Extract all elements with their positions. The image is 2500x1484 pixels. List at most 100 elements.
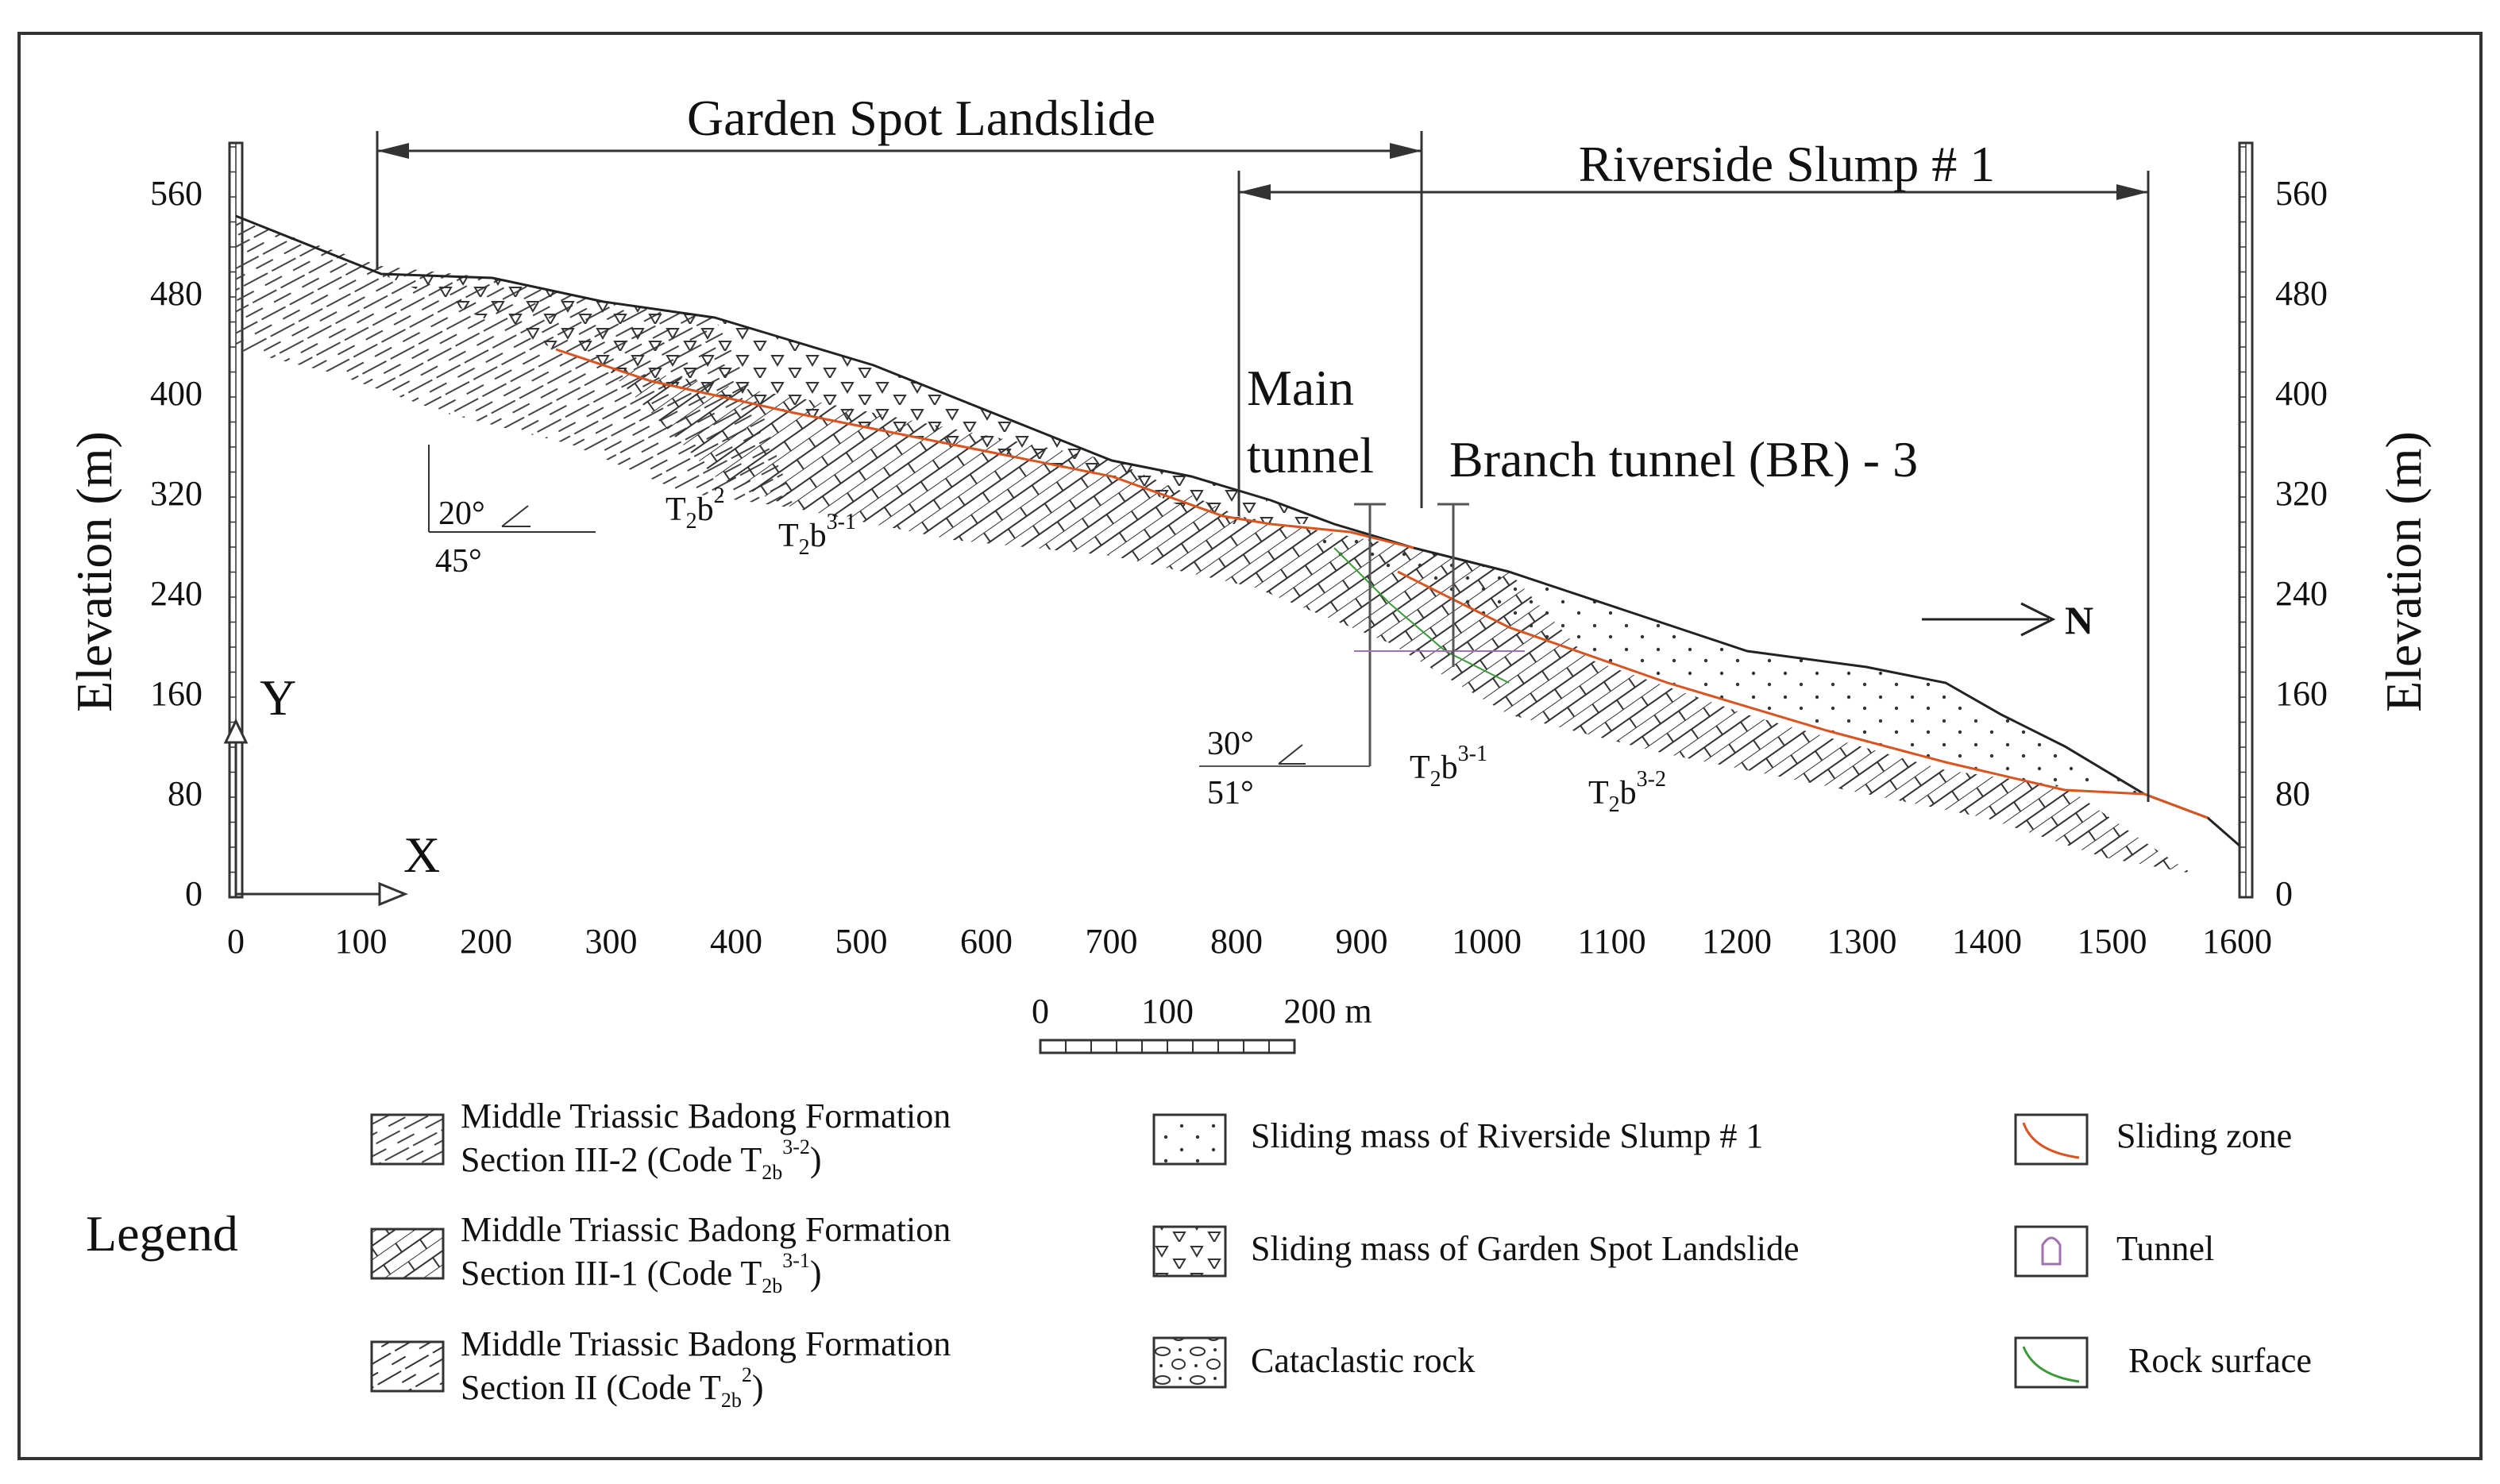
legend-cataclastic: Cataclastic rock [1251,1341,1475,1380]
right-elevation-ruler [2238,141,2254,899]
dip-1-angle-a: 20° [438,495,485,532]
x-axis-arrow [236,881,408,907]
legend-swatch-section-3-2 [370,1113,445,1166]
branch-tunnel-marker [1437,503,1469,667]
dip-2-angle-b: 51° [1207,775,1254,811]
sliding-zone-garden-spot [555,348,1414,549]
y-axis-arrow [223,718,249,897]
x-tick-400: 400 [710,922,762,961]
dip-annotation-1 [428,445,596,533]
y-tick-right-240: 240 [2275,574,2328,613]
dip-2-angle-a: 30° [1207,726,1254,762]
legend-swatch-garden-spot-mass [1152,1225,1227,1278]
x-tick-600: 600 [960,922,1013,961]
garden-spot-title: Garden Spot Landslide [687,90,1155,146]
y-tick-right-480: 480 [2275,274,2328,313]
x-tick-1200: 1200 [1702,922,1772,961]
dip-1-angle-b: 45° [435,543,482,580]
y-tick-left-480: 480 [150,274,203,313]
legend-swatch-rock-surface [2014,1336,2089,1389]
x-tick-1300: 1300 [1827,922,1897,961]
legend-garden-spot-mass: Sliding mass of Garden Spot Landslide [1251,1229,1800,1268]
legend-section-3-1-line2: Section III-1 (Code T2b3-1) [461,1249,822,1297]
legend-tunnel: Tunnel [2116,1229,2214,1268]
legend-title: Legend [86,1205,238,1262]
x-tick-1100: 1100 [1577,922,1645,961]
x-tick-200: 200 [460,922,512,961]
y-marker-label: Y [260,669,296,726]
y-tick-right-0: 0 [2275,874,2293,913]
x-ticks: 0 100 200 300 400 500 600 700 800 900 1000 1100 1200… [227,922,2272,961]
x-tick-1500: 1500 [2078,922,2147,961]
legend-riverside-mass: Sliding mass of Riverside Slump # 1 [1251,1116,1763,1155]
legend-swatch-sliding-zone [2014,1113,2089,1166]
y-tick-left-160: 160 [150,674,203,713]
x-tick-700: 700 [1086,922,1138,961]
figure-frame [17,32,2483,1460]
y-ticks-right: 0 80 160 240 320 400 480 560 [2275,174,2328,913]
legend-section-3-2-line2: Section III-2 (Code T2b3-2) [461,1135,822,1184]
x-tick-0: 0 [227,922,245,961]
x-tick-800: 800 [1210,922,1263,961]
x-tick-1400: 1400 [1952,922,2022,961]
y-tick-left-0: 0 [185,874,203,913]
x-tick-1600: 1600 [2202,922,2272,961]
scale-label-100: 100 [1141,992,1194,1031]
legend-rock-surface: Rock surface [2128,1341,2312,1380]
main-tunnel-label-1: Main [1247,360,1354,416]
y-tick-right-320: 320 [2275,474,2328,513]
riverside-sliding-mass [1271,524,2208,818]
branch-tunnel-label: Branch tunnel (BR) - 3 [1449,431,1918,488]
legend-section-3-2-line1: Middle Triassic Badong Formation [461,1097,951,1135]
strat-label-t2b3-1-upper: T2b3-1 [778,510,856,560]
y-ticks-left: 0 80 160 240 320 400 480 560 [150,174,203,913]
ground-surface-line [235,214,2240,847]
legend-swatch-section-3-1 [370,1228,445,1280]
main-tunnel-label-2: tunnel [1247,427,1374,484]
strat-label-t2b3-1-lower: T2b3-1 [1410,742,1487,792]
y-tick-right-400: 400 [2275,374,2328,413]
x-tick-500: 500 [835,922,888,961]
geology-section [235,214,2240,873]
y-axis-label-right: Elevation (m) [2375,431,2432,712]
main-tunnel-marker [1354,503,1525,766]
y-tick-left-320: 320 [150,474,203,513]
garden-spot-sliding-mass [381,274,1334,524]
legend-section-3-1-line1: Middle Triassic Badong Formation [461,1210,951,1249]
riverside-title: Riverside Slump # 1 [1579,136,1995,192]
y-tick-left-560: 560 [150,174,203,213]
y-tick-left-80: 80 [168,774,203,813]
rock-surface-line [1333,547,1510,684]
legend-swatch-riverside-mass [1152,1113,1227,1166]
x-marker-label: X [403,827,440,883]
ruler-ticks [230,146,2246,898]
scale-label-200: 200 m [1283,992,1372,1031]
scale-label-0: 0 [1032,992,1049,1031]
garden-spot-extent [376,131,1423,508]
legend-swatch-section-2 [370,1340,445,1393]
y-tick-left-240: 240 [150,574,203,613]
y-tick-right-560: 560 [2275,174,2328,213]
y-tick-left-400: 400 [150,374,203,413]
legend-sliding-zone: Sliding zone [2116,1116,2292,1155]
x-tick-100: 100 [335,922,388,961]
y-axis-label-left: Elevation (m) [66,431,122,712]
y-tick-right-160: 160 [2275,674,2328,713]
legend-section-2-line1: Middle Triassic Badong Formation [461,1324,951,1363]
x-tick-300: 300 [585,922,638,961]
north-label: N [2065,598,2093,642]
x-tick-1000: 1000 [1452,922,1522,961]
legend-swatch-tunnel [2014,1225,2089,1278]
strat-label-t2b3-2: T2b3-2 [1588,767,1666,817]
legend-swatch-cataclastic [1152,1336,1227,1389]
bedrock-section-3-1 [604,365,2192,873]
y-tick-right-80: 80 [2275,774,2310,813]
scale-bar [1039,1039,1296,1054]
x-tick-900: 900 [1336,922,1388,961]
strat-label-t2b2: T2b2 [666,484,725,534]
legend-section-2-line2: Section II (Code T2b2) [461,1363,764,1412]
sliding-zone-riverside [1397,570,2209,819]
bedrock-section-3-2 [236,218,794,508]
dip-annotation-2 [1278,744,1306,765]
